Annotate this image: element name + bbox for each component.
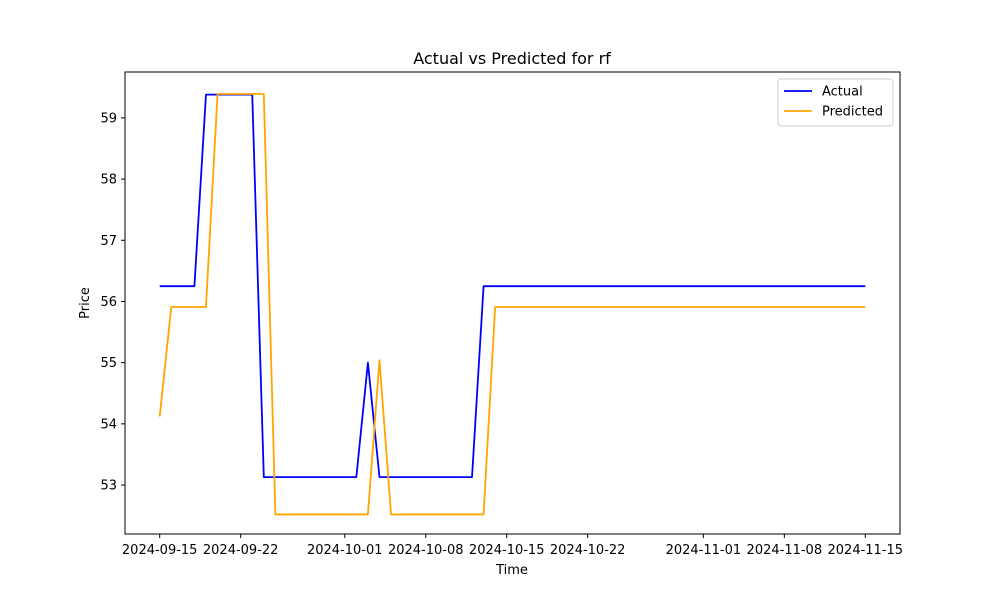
- legend-label-actual: Actual: [822, 85, 863, 100]
- plot-frame: [124, 71, 901, 535]
- x-tick-label: 2024-10-01: [307, 543, 383, 558]
- x-tick-label: 2024-10-08: [388, 543, 464, 558]
- y-tick-label: 56: [100, 295, 117, 310]
- y-axis-label: Price: [78, 287, 93, 319]
- y-tick-label: 58: [100, 173, 117, 188]
- x-tick-label: 2024-09-15: [122, 543, 198, 558]
- series-line-actual: [159, 93, 866, 478]
- y-tick-label: 53: [100, 479, 117, 494]
- x-axis: 2024-09-15 2024-09-22 2024-10-01 2024-10-08…: [122, 534, 903, 558]
- x-tick-label: 2024-11-15: [828, 543, 904, 558]
- y-tick-label: 59: [100, 111, 117, 126]
- y-tick-label: 54: [100, 417, 117, 432]
- x-tick-label: 2024-09-22: [203, 543, 279, 558]
- y-tick-label: 55: [100, 356, 117, 371]
- y-axis: 53 54 55 56 57 58 59: [100, 111, 125, 494]
- legend-label-predicted: Predicted: [822, 105, 883, 120]
- plot-area: [158, 93, 866, 516]
- x-tick-label: 2024-11-08: [747, 543, 823, 558]
- series-line-predicted: [158, 93, 866, 516]
- y-tick-label: 57: [100, 234, 117, 249]
- x-tick-label: 2024-11-01: [666, 543, 742, 558]
- legend: Actual Predicted: [777, 78, 894, 127]
- chart-title: Actual vs Predicted for rf: [413, 49, 611, 68]
- x-tick-label: 2024-10-22: [550, 543, 626, 558]
- x-axis-label: Time: [495, 563, 528, 578]
- x-tick-label: 2024-10-15: [469, 543, 545, 558]
